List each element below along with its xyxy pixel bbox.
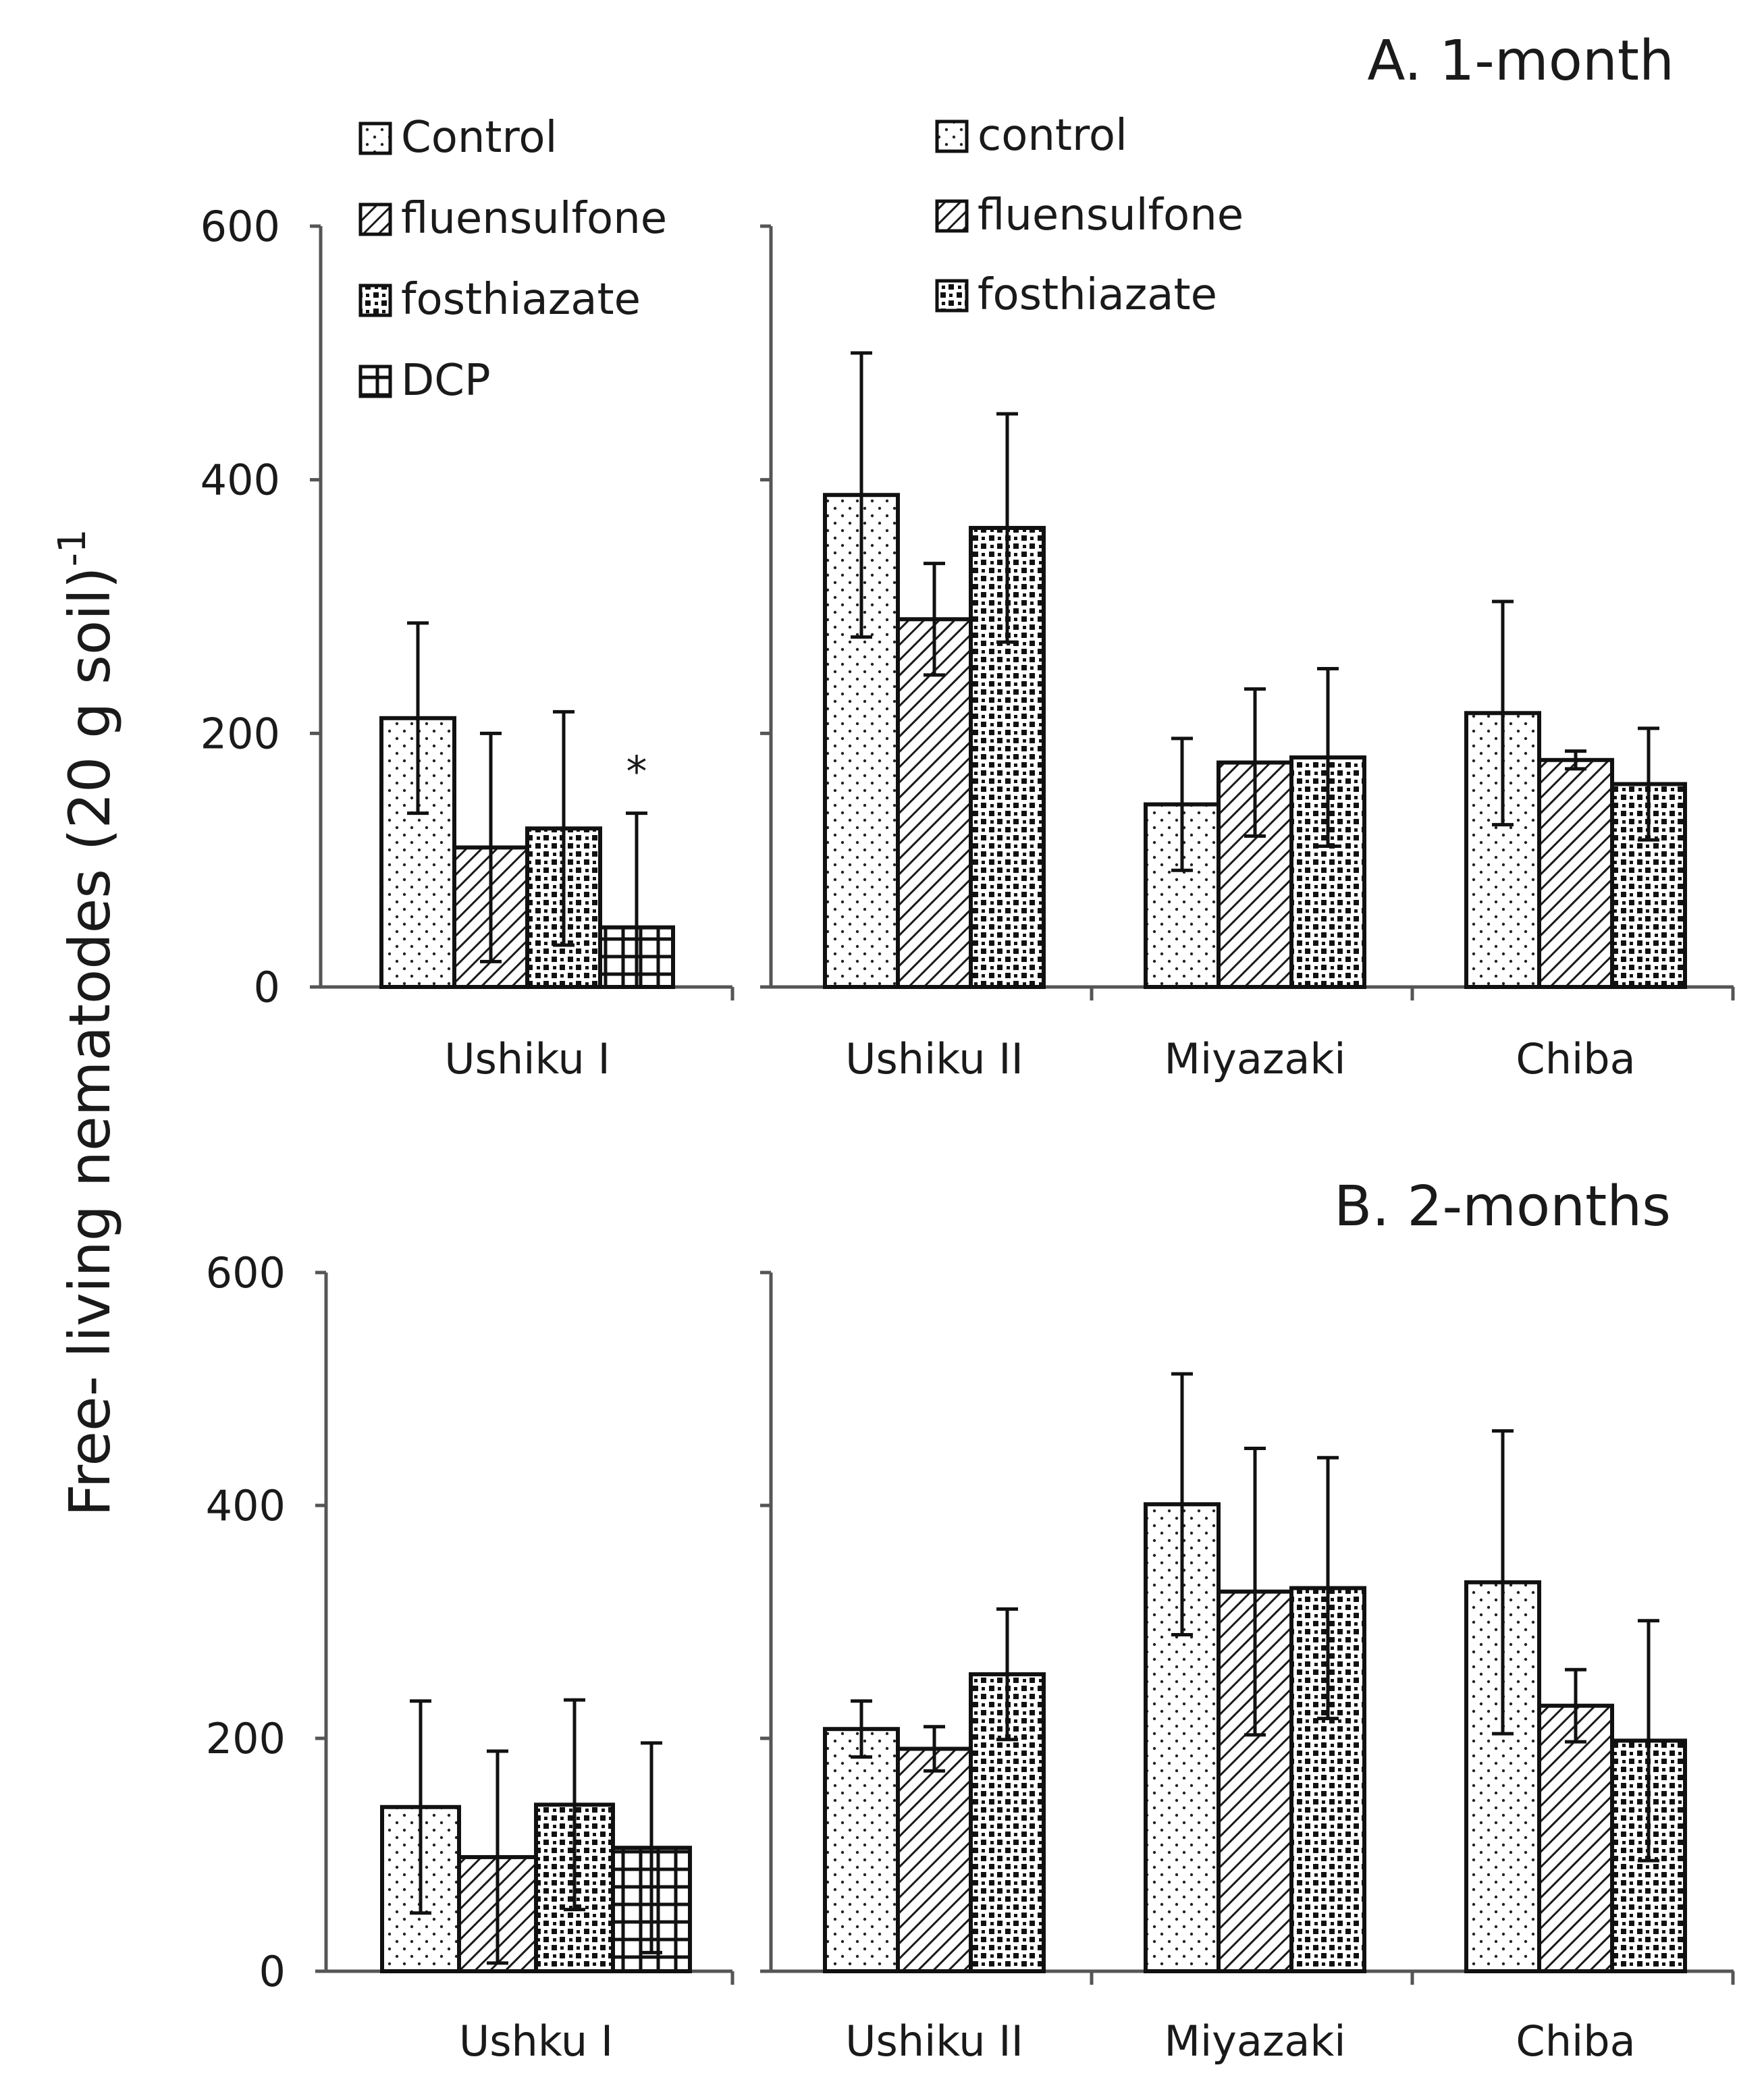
panel-a: A. 1-month 0 200 400 600 Ushiku I * Control flue… [201, 29, 1735, 1084]
y-tick-label: 0 [254, 963, 280, 1012]
bar-group-2: Ushiku II Miyazaki Chiba control fluensulfon… [760, 111, 1735, 1084]
x-category-label: Chiba [1516, 2016, 1635, 2066]
y-tick-label: 600 [201, 202, 280, 251]
x-category-label: Miyazaki [1164, 1034, 1345, 1084]
legend-label: fosthiazate [978, 270, 1217, 320]
x-category-label: Chiba [1516, 1034, 1635, 1084]
legend: Control fluensulfone fosthiazate DCP [358, 113, 667, 406]
legend-label: fosthiazate [401, 275, 641, 325]
y-tick-label: 400 [206, 1481, 286, 1530]
legend-label: Control [401, 113, 557, 163]
legend-label: fluensulfone [978, 190, 1244, 240]
panel-title: B. 2-months [1334, 1175, 1671, 1239]
legend-swatch [935, 279, 969, 313]
bar-fluensulfone-chiba [1537, 757, 1614, 989]
bar-fluensulfone-miyazaki [1217, 760, 1293, 990]
x-category-label: Ushiku II [845, 2016, 1023, 2066]
bar-group-1: 0 200 400 600 Ushiku I * Control fluensulfone fo… [201, 113, 734, 1084]
legend-swatch [358, 122, 392, 155]
y-axis-title: Free- living nematodes (20 g soil)-1 [51, 529, 123, 1516]
panel-title: A. 1-month [1367, 29, 1674, 93]
x-category-label: Ushiku II [845, 1034, 1023, 1084]
legend-label: control [978, 111, 1127, 161]
y-tick-label: 0 [259, 1947, 286, 1996]
legend-swatch [358, 365, 392, 398]
y-tick-label: 400 [201, 456, 280, 505]
x-category-label: Miyazaki [1164, 2016, 1345, 2066]
legend-label: DCP [401, 356, 491, 406]
y-tick-label: 200 [206, 1714, 286, 1763]
bar-fluensulfone-ushiku-ii [896, 1746, 973, 1973]
bar-control-ushiku-ii [823, 1727, 900, 1973]
legend-swatch [935, 119, 969, 153]
panel-b: B. 2-months 0 200 400 600 Ushku I Ushiku II Miy… [206, 1175, 1735, 2066]
y-tick-label: 600 [206, 1248, 286, 1298]
legend-swatch [935, 199, 969, 233]
legend-swatch [358, 284, 392, 317]
legend-label: fluensulfone [401, 194, 667, 244]
x-category-label: Ushiku I [444, 1034, 610, 1084]
bar-fluensulfone-chiba [1537, 1703, 1614, 1973]
bar-group-2: Ushiku II Miyazaki Chiba [760, 1271, 1735, 2066]
significance-marker: * [626, 747, 647, 797]
bar-group-1: 0 200 400 600 Ushku I [206, 1248, 734, 2066]
legend: control fluensulfone fosthiazate [935, 111, 1244, 320]
legend-swatch [358, 203, 392, 236]
y-tick-label: 200 [201, 709, 280, 758]
x-category-label: Ushku I [459, 2016, 613, 2066]
